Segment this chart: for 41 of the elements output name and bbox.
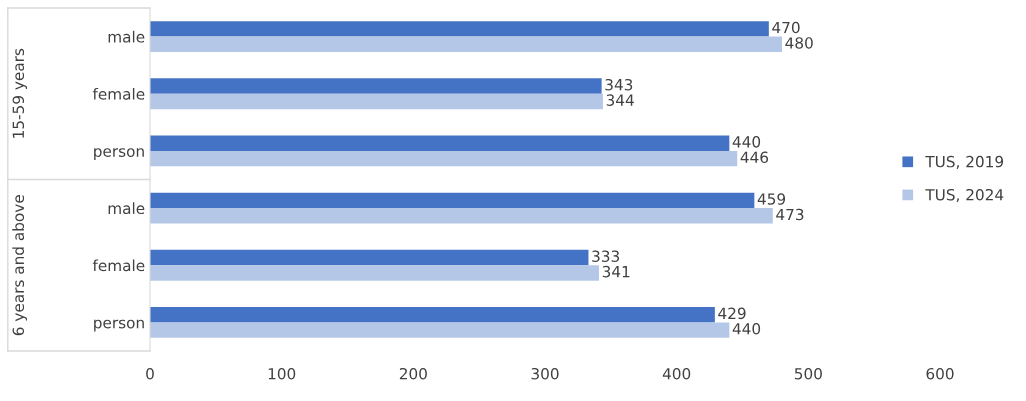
legend-label: TUS, 2024	[925, 188, 1004, 203]
x-tick-label: 0	[146, 367, 154, 380]
text: 6 years and above	[12, 195, 28, 336]
y-tick-label: person	[94, 319, 144, 332]
bar	[150, 36, 782, 53]
bar	[150, 150, 738, 167]
bar	[150, 322, 730, 338]
x-tick-label: 300	[531, 367, 559, 380]
bar	[150, 306, 715, 323]
data-label: 440	[732, 136, 761, 148]
data-label: 341	[602, 265, 630, 278]
bar	[150, 78, 602, 94]
y-tick-label: female	[92, 259, 145, 272]
y-tick-label: male	[108, 30, 145, 43]
data-label: 473	[776, 208, 804, 221]
data-label: 480	[785, 37, 813, 49]
data-label: 344	[606, 94, 634, 106]
data-label: 343	[605, 78, 633, 91]
bar	[150, 93, 603, 110]
y-tick-label: female	[92, 87, 145, 100]
x-tick-label: 500	[794, 367, 822, 380]
y-tick-label: person	[94, 148, 144, 160]
bar	[150, 135, 730, 151]
bar	[150, 249, 589, 266]
bar	[150, 265, 599, 281]
legend-label: TUS, 2019	[925, 155, 1004, 169]
y-tick-label: male	[108, 202, 145, 215]
data-label: 440	[732, 323, 761, 335]
bar	[150, 192, 755, 209]
x-tick-label: 600	[926, 367, 954, 380]
data-label: 429	[718, 307, 746, 320]
bar	[150, 21, 769, 37]
data-label: 333	[592, 250, 620, 262]
x-tick-label: 100	[268, 367, 296, 380]
x-tick-label: 200	[399, 367, 427, 380]
bar	[150, 208, 773, 224]
text: 15-59 years	[12, 48, 28, 138]
data-label: 470	[772, 21, 800, 34]
data-label: 459	[757, 193, 786, 205]
data-label: 446	[740, 151, 769, 164]
x-tick-label: 400	[662, 367, 691, 380]
